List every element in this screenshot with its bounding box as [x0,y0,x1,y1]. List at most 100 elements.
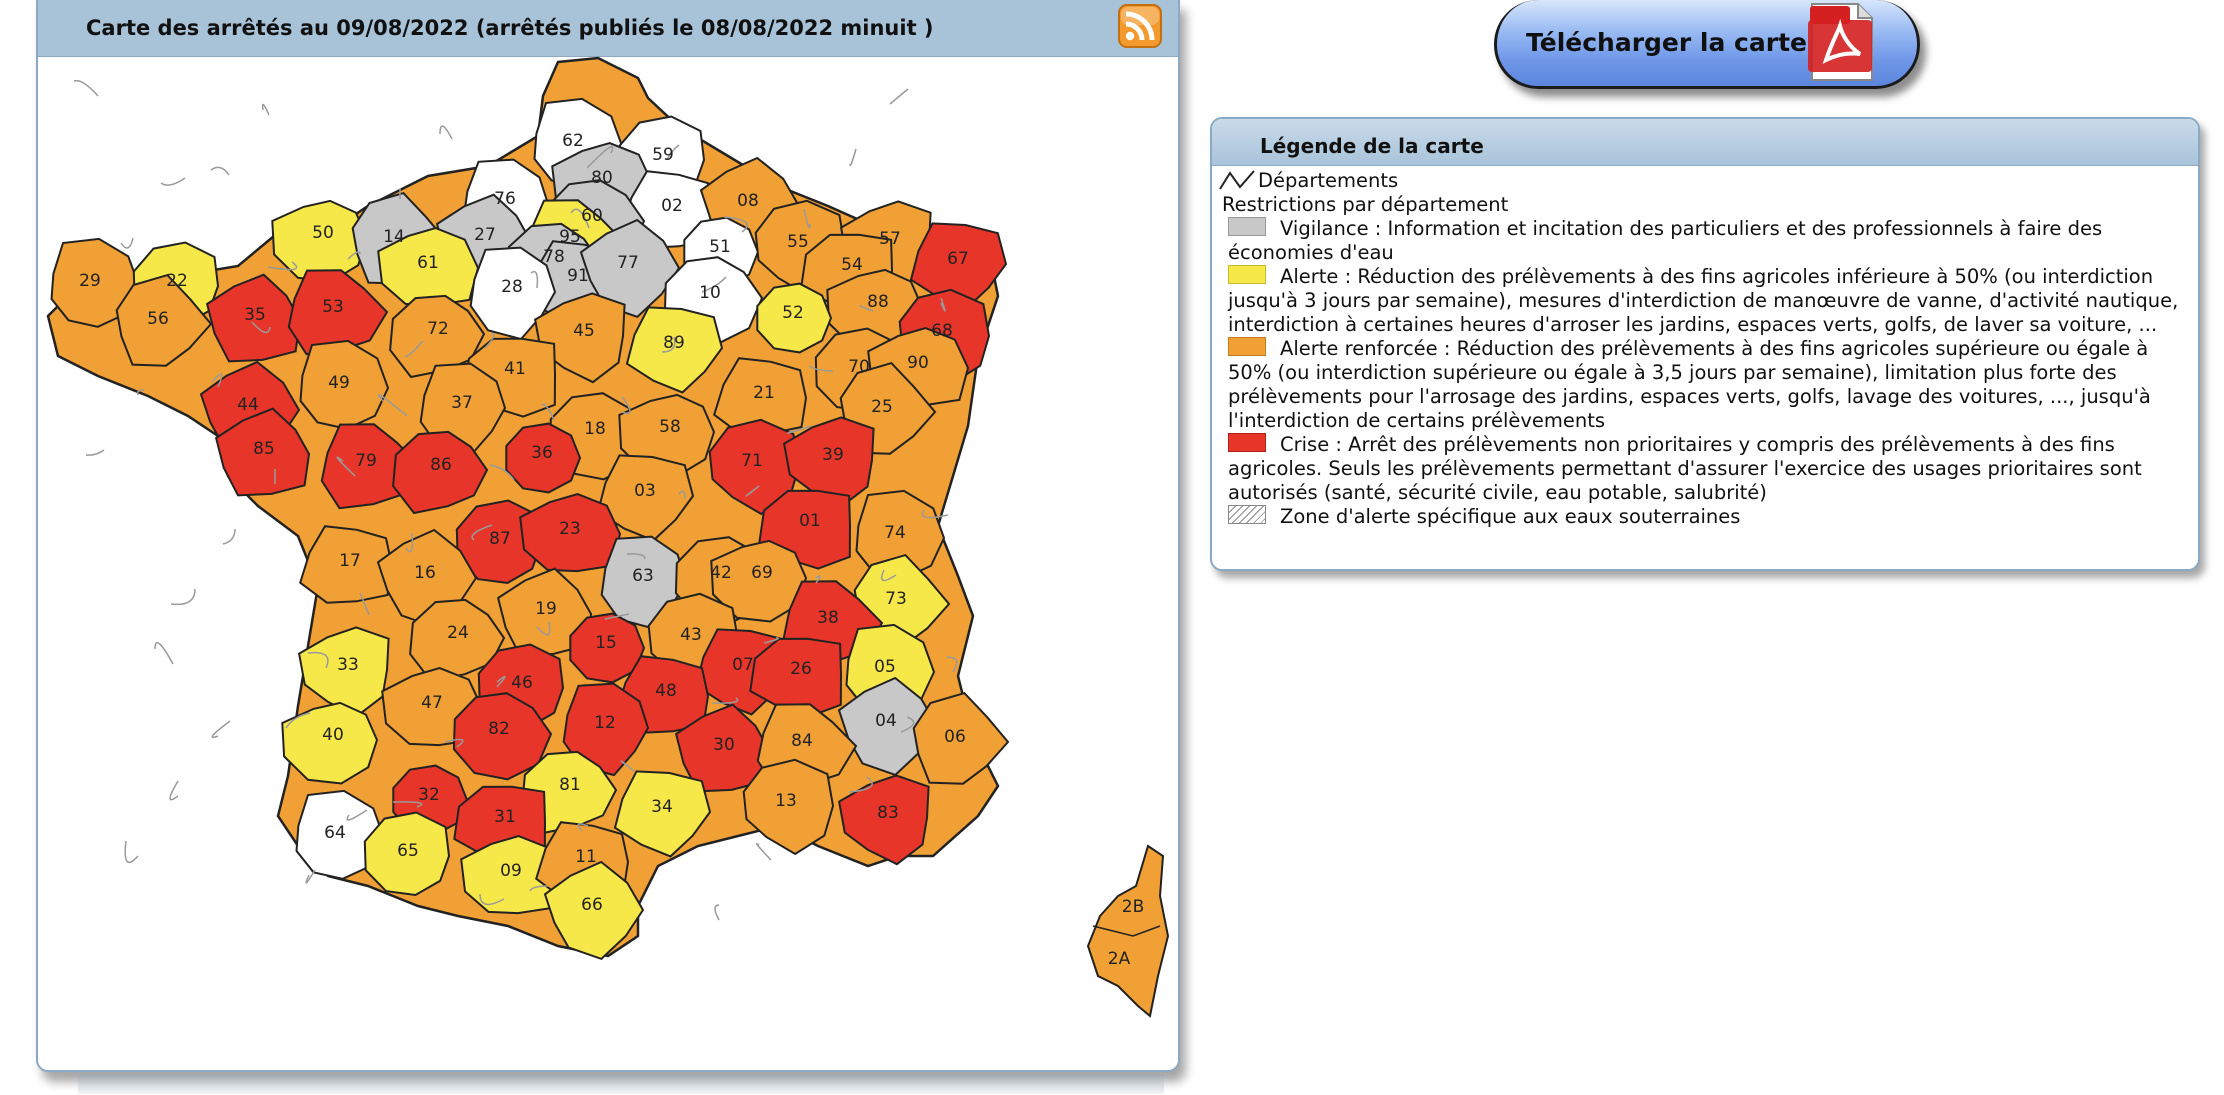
sub-basin-line [347,251,361,260]
department-label-52: 52 [782,303,804,323]
legend-title: Légende de la carte [1260,134,1484,158]
sub-basin-line [530,270,539,289]
legend-restrictions-heading: Restrictions par département [1222,193,1509,216]
department-label-19: 19 [535,599,557,619]
sub-basin-line [946,656,958,673]
department-region-49[interactable] [299,339,390,430]
department-label-85: 85 [253,439,275,459]
department-label-32: 32 [418,785,440,805]
department-label-76: 76 [494,189,516,209]
department-region-40[interactable] [281,701,379,785]
department-region-03[interactable] [596,454,695,542]
department-region-65[interactable] [363,811,451,897]
department-label-87: 87 [489,529,511,549]
department-region-39[interactable] [782,416,875,508]
department-label-74: 74 [884,523,906,543]
corsica-outline [1086,844,1170,1018]
sub-basin-line [154,641,174,665]
department-label-55: 55 [787,232,809,252]
download-map-button[interactable]: Télécharger la carte [1494,0,1924,92]
department-region-35[interactable] [205,273,302,363]
sub-basin-line [756,842,772,861]
department-label-51: 51 [709,237,731,257]
department-region-29[interactable] [50,237,141,328]
department-region-77[interactable] [579,218,681,319]
sub-basin-line [496,675,506,688]
department-label-91: 91 [567,266,589,286]
legend-item-vigilance-text: Vigilance : Information et incitation de… [1228,217,2103,264]
department-label-67: 67 [947,249,969,269]
department-label-29: 29 [79,271,101,291]
department-label-30: 30 [713,735,735,755]
department-region-69[interactable] [710,539,808,623]
department-label-31: 31 [494,807,516,827]
france-drought-map[interactable]: 62 59 80 02 08 76 60 50 14 27 95 78 51 55 57 67 54 29 22 61… [38,56,1178,1066]
sub-basin-line [900,716,915,733]
department-region-86[interactable] [392,430,489,515]
department-label-77: 77 [617,253,639,273]
department-region-09[interactable] [460,835,563,915]
department-label-10: 10 [699,283,721,303]
legend-item-zone-souterraine: Zone d'alerte spécifique aux eaux souter… [1218,505,2188,529]
swatch-grey-icon [1228,217,1266,236]
department-region-28[interactable] [469,246,557,341]
legend-item-vigilance: Vigilance : Information et incitation de… [1218,217,2188,265]
department-label-2B: 2B [1122,897,1144,917]
department-region-24[interactable] [409,598,506,683]
sub-basin-line [73,79,99,97]
department-region-58[interactable] [618,393,716,477]
legend-item-alerte-renforcee: Alerte renforcée : Réduction des prélève… [1218,337,2188,433]
department-label-58: 58 [659,417,681,437]
sub-basin-line [471,524,493,541]
department-label-83: 83 [877,803,899,823]
legend-panel: Légende de la carte Départements Restric… [1210,117,2200,571]
department-label-48: 48 [655,681,677,701]
map-title: Carte des arrêtés au 09/08/2022 (arrêtés… [86,16,934,40]
sub-basin-line [745,485,760,497]
sub-basin-line [305,869,316,884]
department-label-33: 33 [337,655,359,675]
department-label-2A: 2A [1108,949,1131,969]
department-label-60: 60 [581,206,603,226]
department-region-67[interactable] [909,222,1008,310]
department-region-83[interactable] [837,774,930,866]
sub-basin-line [336,456,356,477]
department-region-17[interactable] [299,525,394,604]
department-region-06[interactable] [912,691,1010,785]
sub-basin-line [210,166,230,176]
swatch-red-icon [1228,433,1266,452]
department-label-37: 37 [451,393,473,413]
department-label-53: 53 [322,297,344,317]
department-region-85[interactable] [214,407,311,497]
department-label-68: 68 [931,321,953,341]
department-region-45[interactable] [533,292,626,384]
department-label-04: 04 [875,711,897,731]
sub-basin-line [701,276,727,293]
department-region-52[interactable] [756,282,833,354]
department-label-16: 16 [414,563,436,583]
department-region-15[interactable] [569,612,646,684]
department-label-25: 25 [871,397,893,417]
department-region-04[interactable] [837,676,939,777]
department-region-82[interactable] [452,692,553,781]
department-region-34[interactable] [613,770,712,858]
sub-basin-line [661,336,676,353]
department-region-66[interactable] [543,860,645,961]
department-region-33[interactable] [297,626,390,718]
rss-feed-icon[interactable] [1118,4,1162,48]
department-region-23[interactable] [519,493,622,573]
department-label-73: 73 [885,589,907,609]
sub-basin-line [881,569,897,582]
sub-basin-line [803,208,811,229]
department-region-56[interactable] [115,273,213,367]
department-label-78: 78 [543,247,565,267]
department-label-84: 84 [791,731,813,751]
department-label-15: 15 [595,633,617,653]
department-label-42: 42 [710,563,732,583]
sub-basin-line [222,528,236,545]
department-region-36[interactable] [505,422,582,494]
department-region-13[interactable] [742,758,835,856]
department-region-26[interactable] [749,637,843,718]
department-label-09: 09 [500,861,522,881]
department-region-89[interactable] [625,306,724,394]
